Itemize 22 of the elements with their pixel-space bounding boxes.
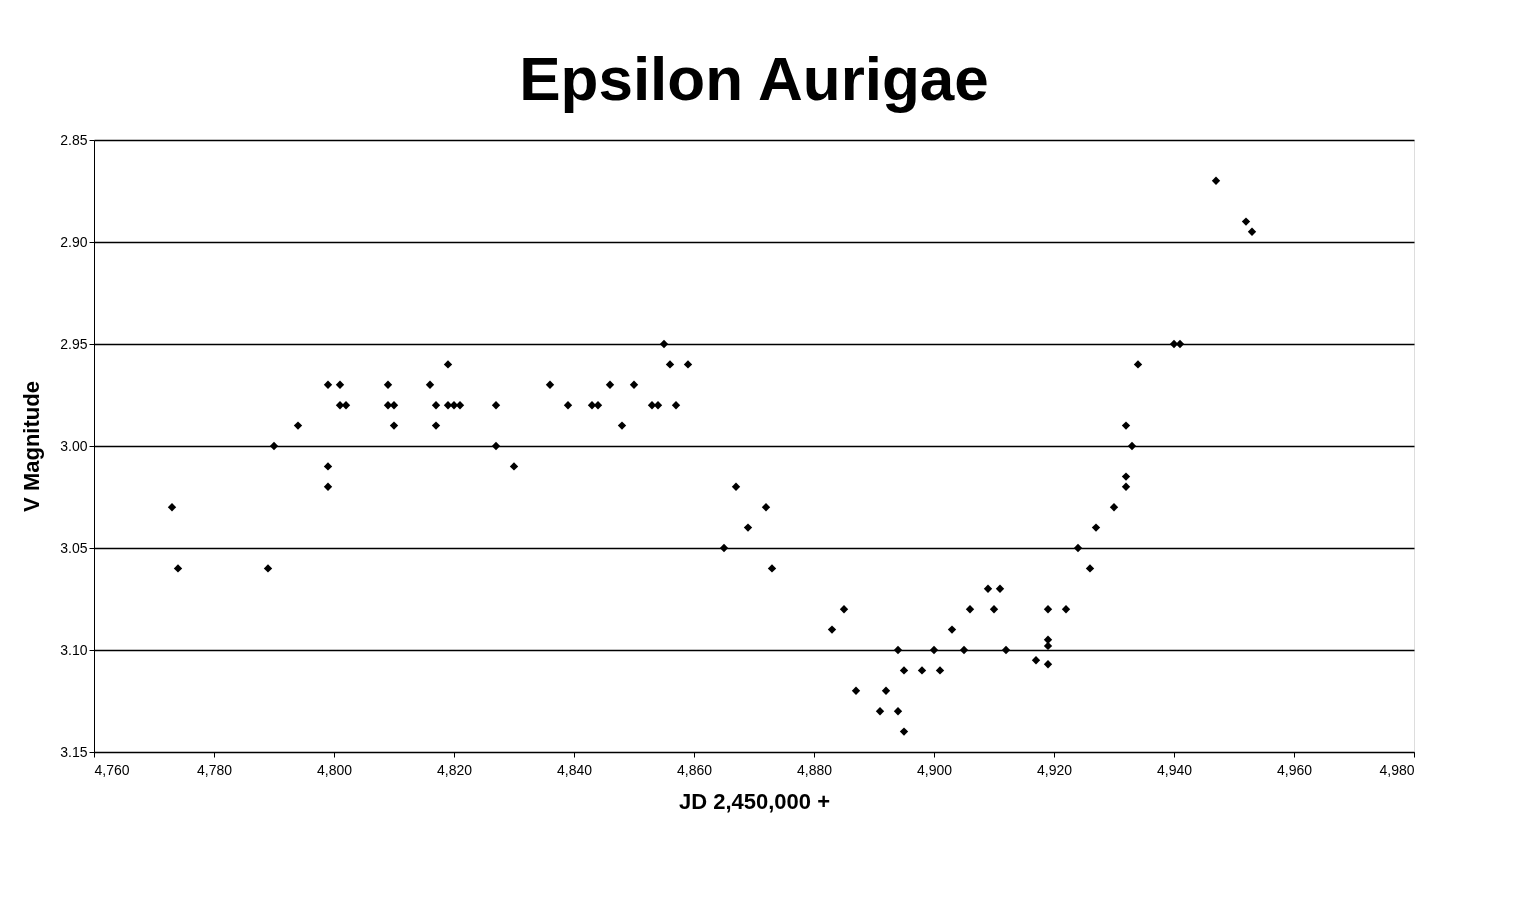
x-tick-label: 4,940 xyxy=(1156,761,1193,778)
y-tick-label: 3.10 xyxy=(60,641,88,658)
x-tick-label: 4,820 xyxy=(436,761,473,778)
y-tick-label: 2.90 xyxy=(60,233,88,250)
x-tick-label: 4,860 xyxy=(676,761,713,778)
y-tick-label: 2.95 xyxy=(60,335,88,352)
chart-title: Epsilon Aurigae xyxy=(519,44,989,113)
y-tick-label: 3.05 xyxy=(60,539,88,556)
x-axis-title: JD 2,450,000 + xyxy=(678,788,831,814)
y-tick-label: 3.00 xyxy=(60,437,88,454)
x-tick-label: 4,960 xyxy=(1276,761,1313,778)
x-tick-label: 4,760 xyxy=(94,761,130,778)
y-tick-label: 2.85 xyxy=(60,131,88,148)
y-axis-title: V Magnitude xyxy=(19,381,45,512)
x-tick-label: 4,920 xyxy=(1036,761,1073,778)
x-tick-label: 4,980 xyxy=(1379,761,1415,778)
x-tick-label: 4,840 xyxy=(556,761,593,778)
x-tick-label: 4,880 xyxy=(796,761,833,778)
x-tick-label: 4,780 xyxy=(196,761,233,778)
x-tick-label: 4,900 xyxy=(916,761,953,778)
y-tick-label: 3.15 xyxy=(60,743,88,760)
x-tick-label: 4,800 xyxy=(316,761,353,778)
